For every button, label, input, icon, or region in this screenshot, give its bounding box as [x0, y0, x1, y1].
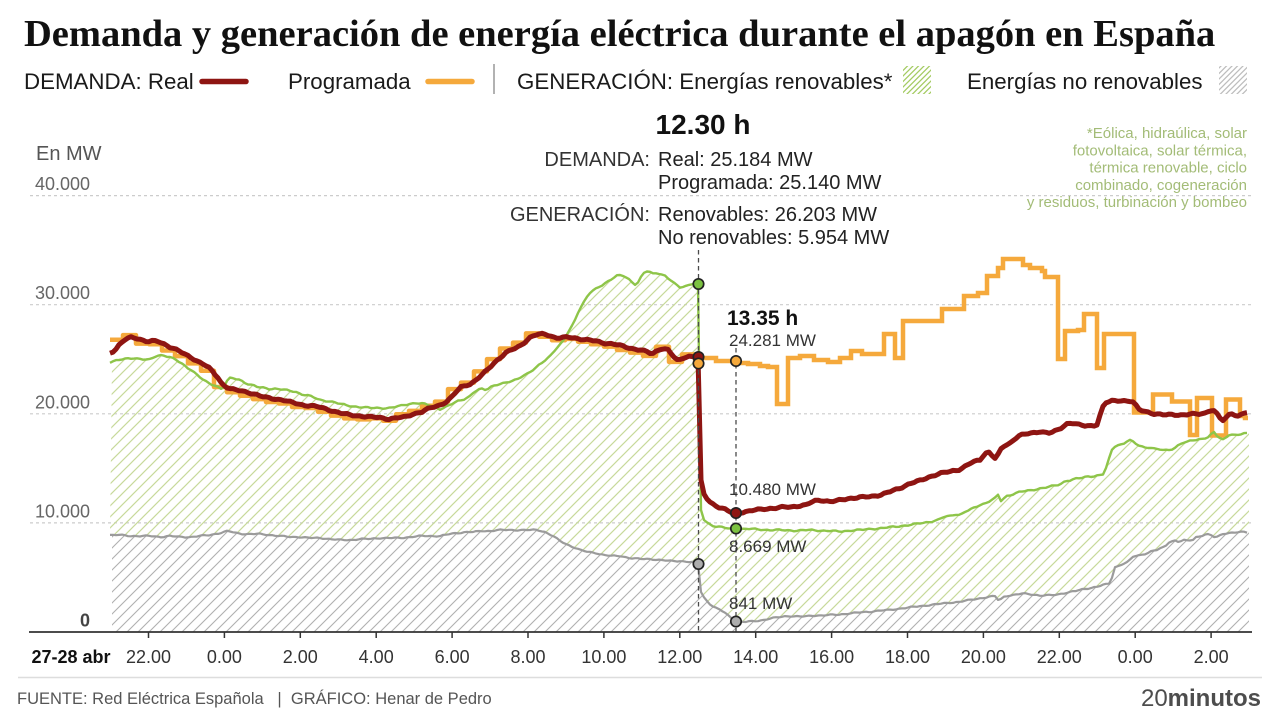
svg-text:combinado, cogeneración: combinado, cogeneración — [1075, 177, 1247, 194]
svg-text:12.30 h: 12.30 h — [656, 109, 751, 140]
svg-text:30.000: 30.000 — [35, 283, 90, 303]
svg-text:22.00: 22.00 — [1037, 647, 1082, 667]
svg-text:16.00: 16.00 — [809, 647, 854, 667]
svg-text:y residuos, turbinación y bomb: y residuos, turbinación y bombeo — [1027, 194, 1247, 211]
svg-text:841 MW: 841 MW — [729, 594, 792, 613]
svg-text:0: 0 — [80, 611, 90, 631]
svg-text:Programada: Programada — [288, 69, 411, 94]
svg-text:14.00: 14.00 — [733, 647, 778, 667]
svg-text:18.00: 18.00 — [885, 647, 930, 667]
svg-text:20.000: 20.000 — [35, 392, 90, 412]
svg-text:10.000: 10.000 — [35, 501, 90, 521]
svg-text:8.669 MW: 8.669 MW — [729, 537, 806, 556]
svg-text:térmica renovable, ciclo: térmica renovable, ciclo — [1089, 160, 1247, 177]
svg-text:Programada: 25.140 MW: Programada: 25.140 MW — [658, 172, 882, 194]
svg-text:GENERACIÓN:: GENERACIÓN: — [510, 203, 650, 226]
svg-text:2.00: 2.00 — [1194, 647, 1229, 667]
svg-text:No renovables: 5.954 MW: No renovables: 5.954 MW — [658, 227, 889, 249]
svg-text:*Eólica, hidraúlica, solar: *Eólica, hidraúlica, solar — [1087, 125, 1247, 142]
svg-text:27-28 abr: 27-28 abr — [31, 647, 110, 667]
svg-text:24.281 MW: 24.281 MW — [729, 331, 816, 350]
svg-text:10.00: 10.00 — [581, 647, 626, 667]
svg-text:2.00: 2.00 — [283, 647, 318, 667]
svg-text:20.00: 20.00 — [961, 647, 1006, 667]
svg-text:DEMANDA: Real: DEMANDA: Real — [24, 69, 194, 94]
svg-text:Demanda y generación de energí: Demanda y generación de energía eléctric… — [24, 13, 1215, 55]
svg-text:20minutos: 20minutos — [1141, 685, 1261, 712]
svg-text:6.00: 6.00 — [435, 647, 470, 667]
svg-text:En MW: En MW — [36, 143, 102, 165]
svg-text:FUENTE: Red Eléctrica Española: FUENTE: Red Eléctrica Española | GRÁFICO… — [17, 689, 492, 708]
svg-text:12.00: 12.00 — [657, 647, 702, 667]
svg-text:Renovables: 26.203 MW: Renovables: 26.203 MW — [658, 204, 877, 226]
svg-text:13.35 h: 13.35 h — [727, 307, 798, 330]
svg-text:DEMANDA:: DEMANDA: — [544, 149, 650, 171]
svg-text:GENERACIÓN: Energías renovable: GENERACIÓN: Energías renovables* — [517, 69, 893, 94]
svg-text:8.00: 8.00 — [510, 647, 545, 667]
svg-text:0.00: 0.00 — [1118, 647, 1153, 667]
svg-text:22.00: 22.00 — [126, 647, 171, 667]
svg-text:0.00: 0.00 — [207, 647, 242, 667]
svg-text:10.480 MW: 10.480 MW — [729, 480, 816, 499]
svg-text:Energías no renovables: Energías no renovables — [967, 69, 1203, 94]
svg-text:40.000: 40.000 — [35, 174, 90, 194]
svg-text:fotovoltaica, solar térmica,: fotovoltaica, solar térmica, — [1073, 142, 1247, 159]
svg-text:4.00: 4.00 — [359, 647, 394, 667]
svg-text:Real: 25.184 MW: Real: 25.184 MW — [658, 149, 813, 171]
